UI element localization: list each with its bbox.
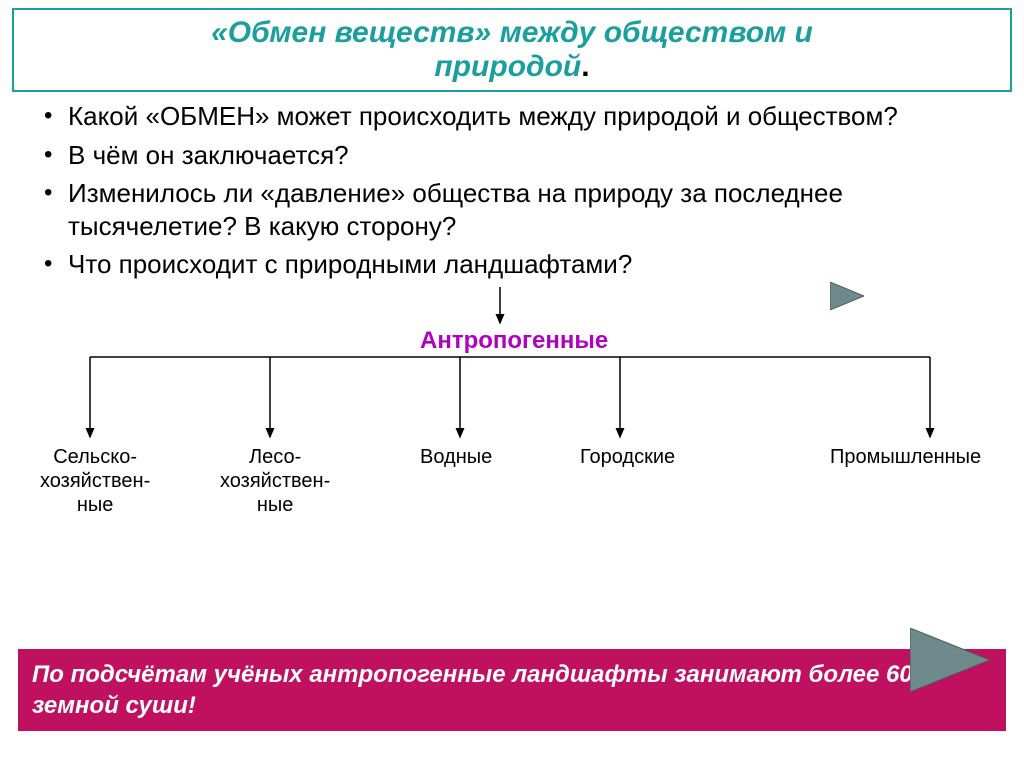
diagram-arrows-svg	[20, 287, 1004, 537]
slide-title-line2-text: природой	[434, 50, 581, 83]
bullet-text: Изменилось ли «давление» общества на при…	[68, 177, 1004, 242]
bullet-text: Что происходит с природными ландшафтами?	[68, 248, 632, 281]
play-arrow-icon	[910, 628, 990, 692]
slide-title-dot: .	[581, 50, 589, 83]
diagram-area: Антропогенные Сельско-хозяйствен-ные Лесо…	[20, 287, 1004, 537]
diagram-leaf-label: Лесо-хозяйствен-ные	[220, 445, 330, 517]
diagram-center-label: Антропогенные	[420, 327, 608, 355]
bullet-text: В чём он заключается?	[68, 139, 349, 172]
bullet-mark-icon: •	[44, 100, 68, 132]
diagram-leaf-label: Промышленные	[830, 445, 981, 469]
footer-fact-bar: По подсчётам учёных антропогенные ландша…	[18, 649, 1006, 731]
footer-fact-text: По подсчётам учёных антропогенные ландша…	[32, 661, 934, 719]
diagram-leaf-label: Водные	[420, 445, 492, 469]
bullet-mark-icon: •	[44, 248, 68, 280]
slide-title-box: «Обмен веществ» между обществом и природ…	[12, 8, 1012, 92]
bullet-item: •Что происходит с природными ландшафтами…	[44, 248, 1004, 281]
diagram-leaf-label: Городские	[580, 445, 675, 469]
bullet-mark-icon: •	[44, 177, 68, 209]
slide-title-line2: природой.	[22, 50, 1002, 84]
diagram-leaf-label: Сельско-хозяйствен-ные	[40, 445, 150, 517]
bullet-mark-icon: •	[44, 139, 68, 171]
bullet-item: •В чём он заключается?	[44, 139, 1004, 172]
bullet-item: •Какой «ОБМЕН» может происходить между п…	[44, 100, 1004, 133]
bullet-text: Какой «ОБМЕН» может происходить между пр…	[68, 100, 898, 133]
bullet-item: •Изменилось ли «давление» общества на пр…	[44, 177, 1004, 242]
bullet-list: •Какой «ОБМЕН» может происходить между п…	[44, 100, 1004, 281]
slide-title-line1: «Обмен веществ» между обществом и	[22, 16, 1002, 50]
next-arrow-big[interactable]	[910, 628, 990, 692]
